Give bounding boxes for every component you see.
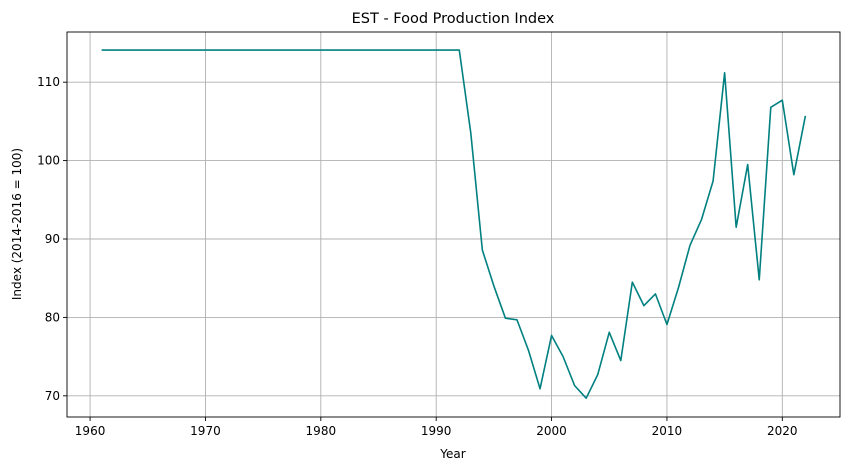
x-tick-label: 1960: [75, 424, 106, 438]
y-tick-label: 70: [45, 389, 60, 403]
chart-title: EST - Food Production Index: [352, 11, 555, 27]
grid: [67, 32, 840, 417]
x-tick-label: 1980: [306, 424, 337, 438]
y-axis: 70 80 90 100 110: [37, 75, 67, 403]
plot-frame: [66, 31, 841, 418]
x-tick-label: 2010: [652, 424, 683, 438]
y-tick-label: 100: [37, 154, 60, 168]
x-tick-label: 2000: [536, 424, 567, 438]
y-tick-label: 110: [37, 75, 60, 89]
y-tick-label: 80: [45, 310, 60, 324]
series-layer: [101, 49, 807, 399]
x-tick-label: 1990: [421, 424, 452, 438]
series-line: [101, 49, 807, 399]
x-axis-title: Year: [439, 447, 465, 461]
x-axis: 1960 1970 1980 1990 2000 2010 2020: [75, 417, 798, 438]
x-tick-label: 2020: [767, 424, 798, 438]
y-tick-label: 90: [45, 232, 60, 246]
y-axis-title: Index (2014-2016 = 100): [10, 148, 24, 300]
x-tick-label: 1970: [190, 424, 221, 438]
